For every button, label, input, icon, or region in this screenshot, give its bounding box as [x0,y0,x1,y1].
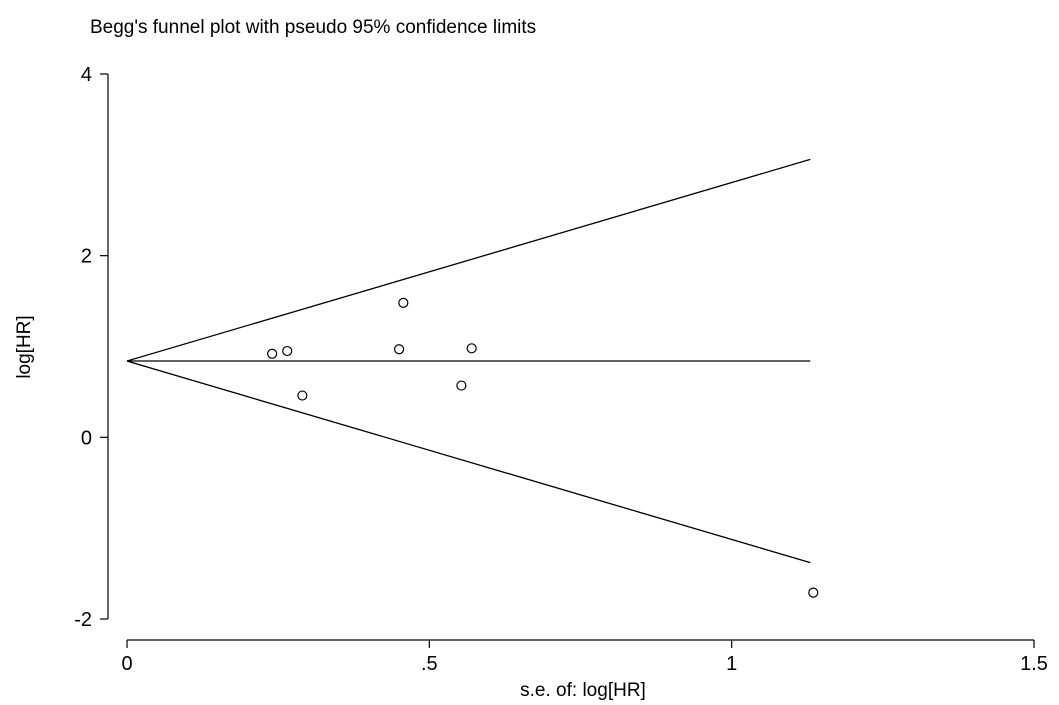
y-tick-label: 0 [81,427,92,449]
study-point [267,348,278,359]
study-point [282,345,293,357]
study-point [297,390,308,401]
study-point [456,380,467,391]
y-tick-label: -2 [74,609,92,631]
chart-title: Begg's funnel plot with pseudo 95% confi… [90,17,536,38]
study-points [267,297,819,598]
study-point [398,297,409,308]
y-axis-label: log[HR] [14,315,35,378]
study-point [394,344,405,355]
study-point [808,587,819,598]
lower-confidence-limit-line [126,360,811,564]
study-point [466,343,477,354]
upper-confidence-limit-line [126,158,811,362]
x-axis: 0 .5 1 1.5 [121,639,1048,675]
y-axis: -2 0 2 4 [74,64,109,631]
x-tick-label: 1.5 [1020,653,1048,675]
y-tick-label: 2 [81,246,92,268]
funnel-lines [126,158,811,564]
x-tick-label: .5 [421,653,438,675]
x-tick-label: 0 [121,653,132,675]
x-tick-label: 1 [726,653,737,675]
y-tick-label: 4 [81,64,92,86]
x-axis-label: s.e. of: log[HR] [520,680,646,701]
